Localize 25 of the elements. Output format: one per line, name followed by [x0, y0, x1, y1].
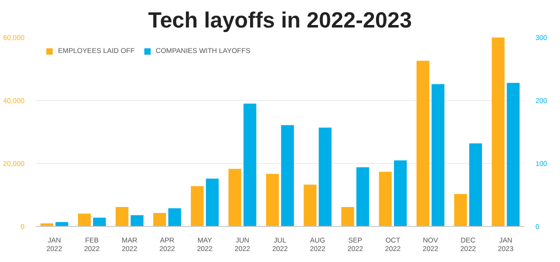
bar	[506, 82, 520, 226]
bar	[168, 208, 182, 226]
chart-title: Tech layoffs in 2022-2023	[148, 8, 412, 32]
bar	[78, 214, 91, 226]
bar	[341, 206, 354, 226]
bar	[93, 218, 106, 226]
bar	[454, 194, 467, 226]
bar	[318, 128, 332, 226]
bar	[130, 215, 144, 226]
bar	[190, 186, 204, 226]
bar	[153, 212, 166, 226]
bar	[304, 184, 316, 226]
bar	[394, 160, 407, 226]
bar	[244, 104, 256, 226]
bar	[116, 206, 128, 226]
bar	[281, 125, 294, 226]
bar	[492, 38, 505, 226]
bar	[432, 84, 444, 226]
bar	[228, 168, 242, 226]
bar	[469, 143, 482, 226]
bar	[206, 178, 219, 226]
bar	[378, 172, 392, 226]
bar	[266, 174, 279, 226]
bar	[356, 167, 370, 226]
bar	[416, 60, 430, 226]
